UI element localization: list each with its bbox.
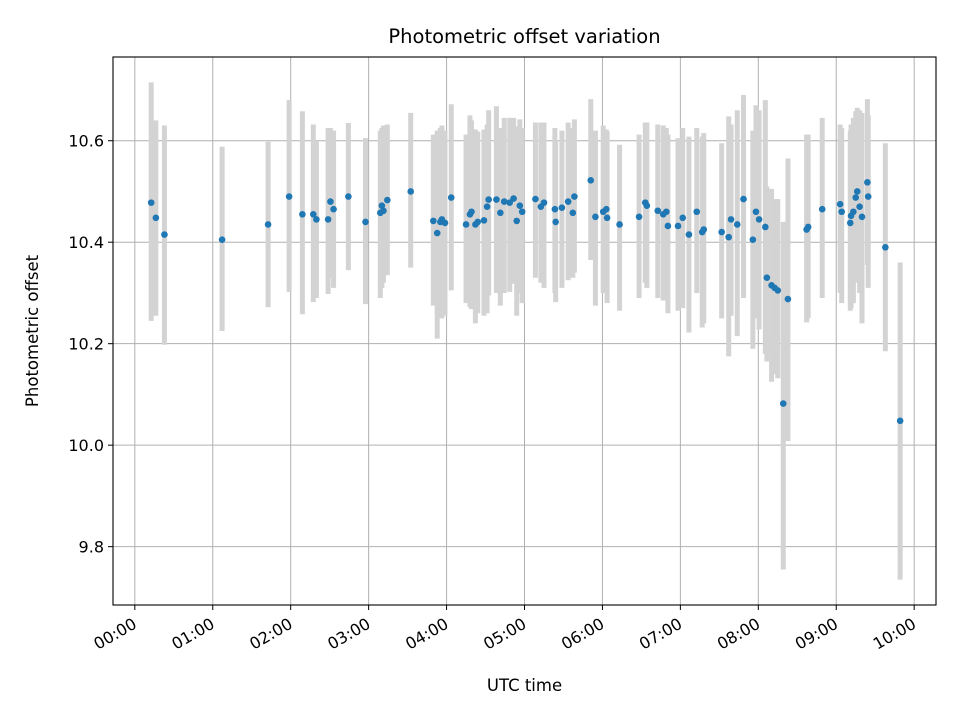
x-axis-label: UTC time [487,676,562,695]
y-tick-label: 10.0 [68,436,104,455]
data-point [856,203,863,210]
data-point [513,217,521,225]
data-point [558,204,566,211]
y-tick-label: 9.8 [79,538,104,557]
data-point [483,203,491,210]
data-point [552,218,559,226]
data-point [725,233,732,241]
data-point [674,222,682,230]
data-point [218,236,226,243]
data-point [733,221,741,228]
data-point [740,195,747,203]
data-point [763,274,771,282]
data-point [635,213,643,221]
data-point [497,209,504,217]
data-point [433,229,441,237]
y-tick-label: 10.2 [68,335,104,354]
data-point [592,213,599,221]
data-point [510,195,517,202]
chart-title: Photometric offset variation [388,25,660,48]
y-tick-label: 10.4 [68,233,104,252]
data-point [345,193,352,200]
data-point [664,222,672,230]
data-point [603,205,610,213]
data-point [378,202,386,209]
data-point [313,216,320,223]
data-point [700,226,708,233]
data-point [896,417,904,425]
data-point [327,198,334,205]
data-point [784,295,792,303]
data-point [852,194,860,201]
data-point [285,193,293,200]
data-point [603,214,611,222]
data-point [685,231,693,238]
data-point [147,199,155,206]
data-point [858,213,866,221]
data-point [493,196,500,203]
data-point [480,217,488,224]
data-point [571,193,578,200]
data-point [693,208,701,216]
data-point [846,219,854,227]
data-point [430,217,437,225]
data-point [447,194,455,201]
data-point [324,216,332,223]
data-point [779,400,787,407]
data-point [380,207,387,215]
data-point [838,208,845,216]
data-point [362,218,369,226]
data-point [587,177,595,184]
data-point [864,193,872,200]
data-point [643,202,651,209]
data-point [152,214,160,222]
data-point [853,188,861,195]
data-point [850,208,857,216]
data-point [468,208,475,216]
data-point [518,208,526,216]
data-point [727,216,735,223]
data-point [774,287,782,294]
data-point [540,199,548,206]
y-tick-label: 10.6 [68,132,104,151]
data-point [462,221,470,228]
data-point [755,216,763,223]
data-point [407,188,415,195]
data-point-group [147,177,904,425]
data-point [532,195,539,203]
data-point [762,223,769,231]
data-point [752,208,760,216]
data-point [654,207,662,215]
data-point [864,179,871,186]
data-point [836,200,844,208]
data-point [663,208,670,216]
data-point [474,218,482,226]
data-point [500,198,508,205]
data-point [818,205,826,213]
data-point [804,223,812,231]
data-point [309,210,317,218]
data-point [569,209,577,217]
data-point [485,196,492,203]
data-point [749,236,757,243]
y-axis-ticks: 9.8 10.0 10.2 10.4 10.6 [68,132,113,557]
data-point [718,228,725,236]
data-point [161,231,168,238]
data-point [330,205,337,213]
data-point [384,196,391,204]
data-point [264,221,272,228]
data-point [441,219,449,227]
data-point [564,198,572,205]
data-point [551,205,559,213]
data-point [516,202,524,209]
data-point [299,210,306,218]
data-point [616,221,623,228]
data-point [882,243,889,251]
y-axis-label: Photometric offset [23,254,42,407]
data-point [679,214,687,222]
